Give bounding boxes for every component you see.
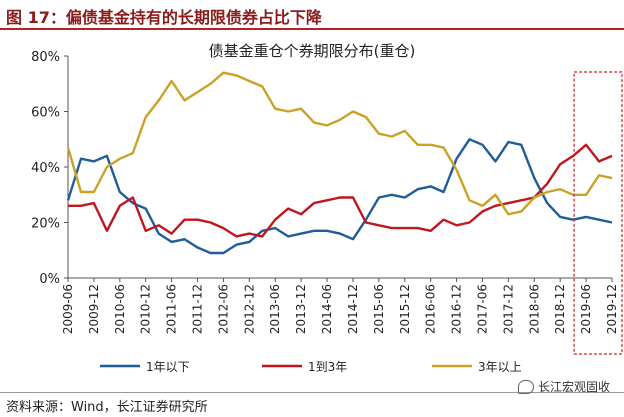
x-tick-label: 2012-06 xyxy=(216,284,230,334)
chat-bubble-icon xyxy=(517,379,534,394)
x-tick-label: 2014-06 xyxy=(320,284,334,334)
legend-label-2: 1到3年 xyxy=(308,360,347,374)
x-tick-label: 2017-06 xyxy=(475,284,489,334)
x-tick-label: 2013-06 xyxy=(268,284,282,334)
source-note: 资料来源：Wind，长江证券研究所 xyxy=(6,400,208,415)
x-tick-label: 2015-06 xyxy=(372,284,386,334)
y-tick-label: 40% xyxy=(31,161,60,176)
chart-title: 债基金重仓个券期限分布(重仓) xyxy=(208,42,416,60)
x-tick-label: 2015-12 xyxy=(398,284,412,334)
title-rule xyxy=(0,28,624,30)
x-tick-label: 2016-06 xyxy=(424,284,438,334)
y-tick-label: 20% xyxy=(31,217,60,232)
x-tick-label: 2017-12 xyxy=(501,284,515,334)
x-tick-label: 2010-06 xyxy=(113,284,127,334)
line-chart: 0% 20% 40% 60% 80% 2009-06 2009-12 2010-06 2010-… xyxy=(31,50,623,374)
x-tick-label: 2011-12 xyxy=(191,284,205,334)
series-line-2 xyxy=(68,143,613,238)
bottom-rule xyxy=(0,392,624,393)
figure-title: 图 17：偏债基金持有的长期限债券占比下降 xyxy=(6,8,322,27)
x-tick-label: 2019-12 xyxy=(605,284,619,334)
y-tick-label: 0% xyxy=(39,272,60,287)
x-tick-label: 2013-12 xyxy=(294,284,308,334)
x-tick-label: 2011-06 xyxy=(165,284,179,334)
brand-watermark: 长江宏观固收 xyxy=(517,378,610,395)
x-tick-label: 2014-12 xyxy=(346,284,360,334)
x-tick-label: 2012-12 xyxy=(242,284,256,334)
x-tick-label: 2018-12 xyxy=(553,284,567,334)
y-tick-label: 60% xyxy=(31,106,60,121)
y-tick-label: 80% xyxy=(31,50,60,65)
x-tick-label: 2018-06 xyxy=(527,284,541,334)
series-line-3 xyxy=(66,71,613,216)
legend-label-1: 1年以下 xyxy=(146,360,190,374)
brand-label: 长江宏观固收 xyxy=(537,380,610,394)
legend-label-3: 3年以上 xyxy=(478,360,522,374)
series-line-1 xyxy=(66,138,613,255)
x-tick-label: 2009-06 xyxy=(61,284,75,334)
x-tick-label: 2009-12 xyxy=(87,284,101,334)
x-tick-label: 2010-12 xyxy=(139,284,153,334)
x-tick-label: 2019-06 xyxy=(579,284,593,334)
x-tick-label: 2016-12 xyxy=(450,284,464,334)
